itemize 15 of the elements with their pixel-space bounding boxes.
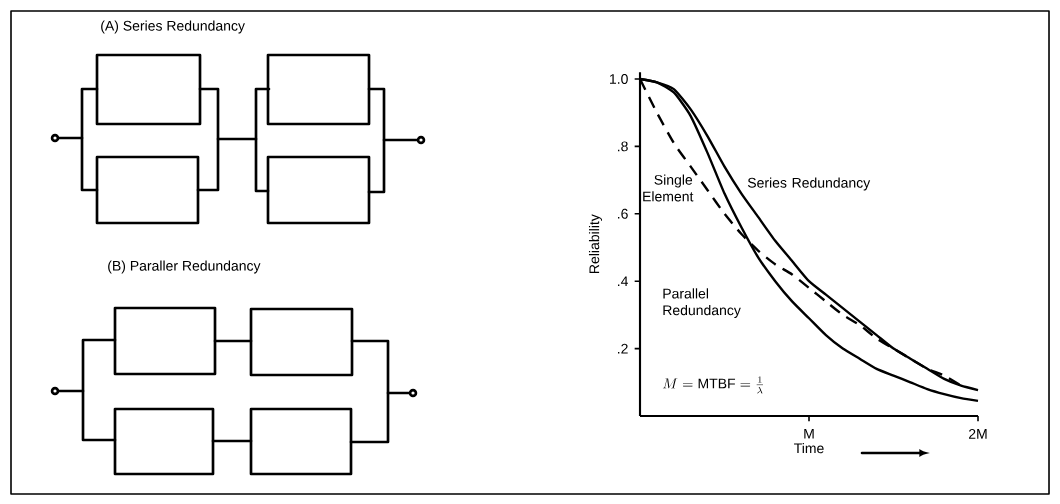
series-label: Series Redundancy: [747, 177, 871, 191]
y-tick-label: .8: [618, 141, 628, 152]
text: Parallel Redundancy: [663, 288, 741, 318]
y-axis-title: Reliability: [588, 214, 603, 273]
x-tick-label: M: [804, 428, 814, 439]
annotation: $M = \mathrm{MTBF} = \frac{1}{\lambda}$: [662, 376, 763, 394]
y-tick-label: 1.0: [610, 74, 628, 84]
text: (A) Series Redundancy: [101, 20, 245, 34]
series-label: Single Element: [643, 174, 694, 202]
x-tick-label: 2M: [968, 428, 987, 439]
y-tick-label: .6: [618, 208, 628, 219]
text: (B) Paraller Redundancy: [108, 260, 261, 274]
y-tick-label: .4: [618, 276, 628, 287]
y-tick-label: .2: [618, 343, 628, 354]
x-axis-title: Time: [794, 442, 824, 454]
